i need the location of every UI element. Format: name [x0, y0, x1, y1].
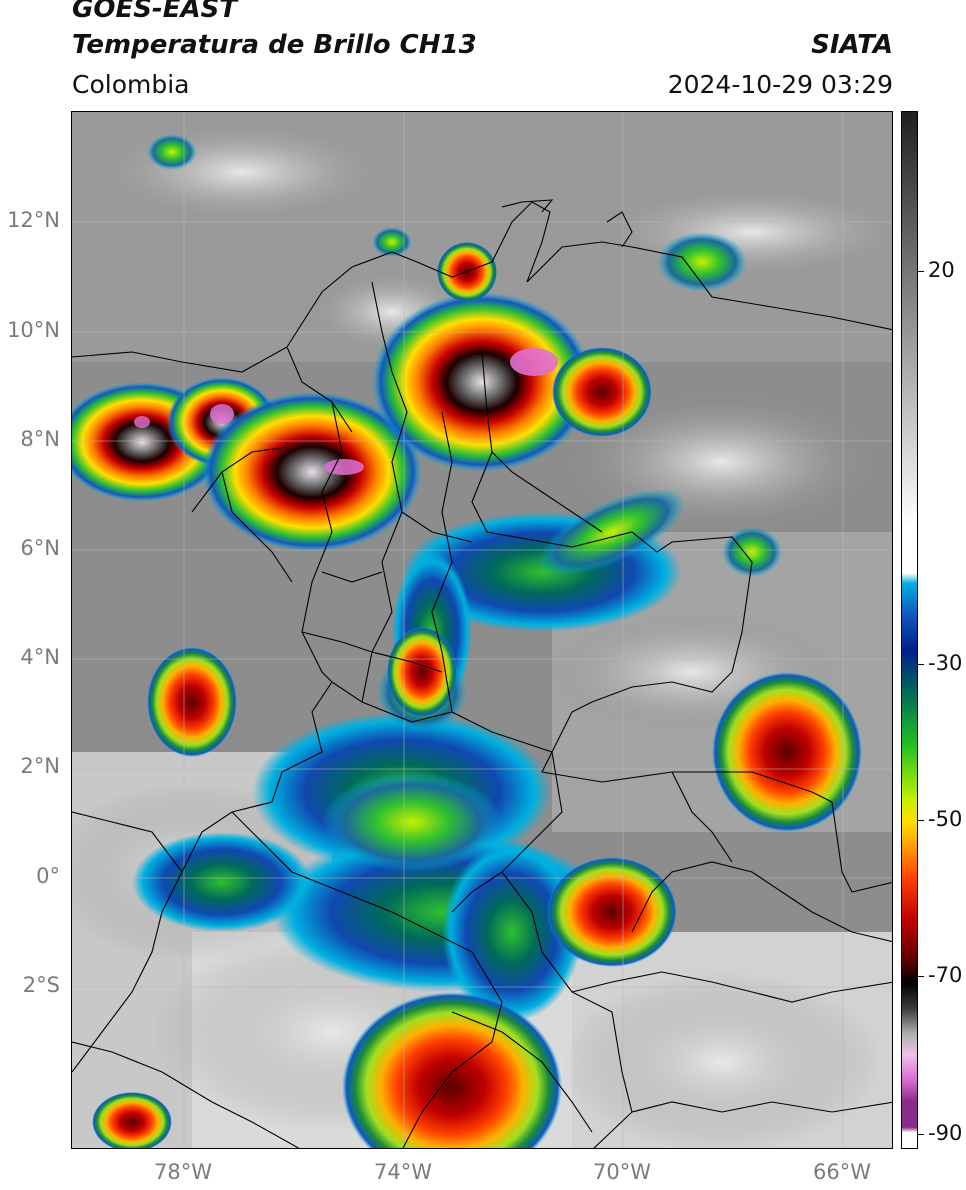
title-line-2: Temperatura de Brillo CH13 — [72, 30, 477, 60]
brand-label: SIATA — [811, 30, 893, 60]
lon-label-74w: 74°W — [374, 1160, 432, 1184]
colorbar-tick — [918, 820, 924, 821]
lat-label-0: 0° — [36, 864, 60, 888]
lat-label-4n: 4°N — [20, 645, 60, 669]
lon-label-66w: 66°W — [813, 1160, 871, 1184]
colorbar-tick — [918, 1134, 924, 1135]
lon-label-70w: 70°W — [593, 1160, 651, 1184]
lat-label-12n: 12°N — [7, 208, 60, 232]
temperature-colorbar — [901, 111, 918, 1149]
colorbar-tick — [918, 976, 924, 977]
colorbar-label-20: 20 — [928, 258, 955, 282]
lat-label-10n: 10°N — [7, 318, 60, 342]
region-label: Colombia — [72, 70, 190, 99]
satellite-map[interactable] — [71, 111, 893, 1149]
title-line-1: GOES-EAST — [72, 0, 238, 24]
colorbar-label-minus70: -70 — [928, 963, 963, 987]
lat-label-2n: 2°N — [20, 754, 60, 778]
satellite-imagery — [72, 112, 892, 1148]
lat-label-8n: 8°N — [20, 427, 60, 451]
timestamp-label: 2024-10-29 03:29 — [667, 70, 893, 99]
colorbar-label-minus90: -90 — [928, 1121, 963, 1145]
colorbar-tick — [918, 664, 924, 665]
borders — [72, 199, 892, 1148]
colorbar-label-minus30: -30 — [928, 651, 963, 675]
lat-label-6n: 6°N — [20, 536, 60, 560]
graticule — [72, 112, 892, 1148]
colorbar-tick — [918, 271, 924, 272]
lat-label-2s: 2°S — [22, 973, 60, 997]
colorbar-label-minus50: -50 — [928, 807, 963, 831]
lon-label-78w: 78°W — [154, 1160, 212, 1184]
